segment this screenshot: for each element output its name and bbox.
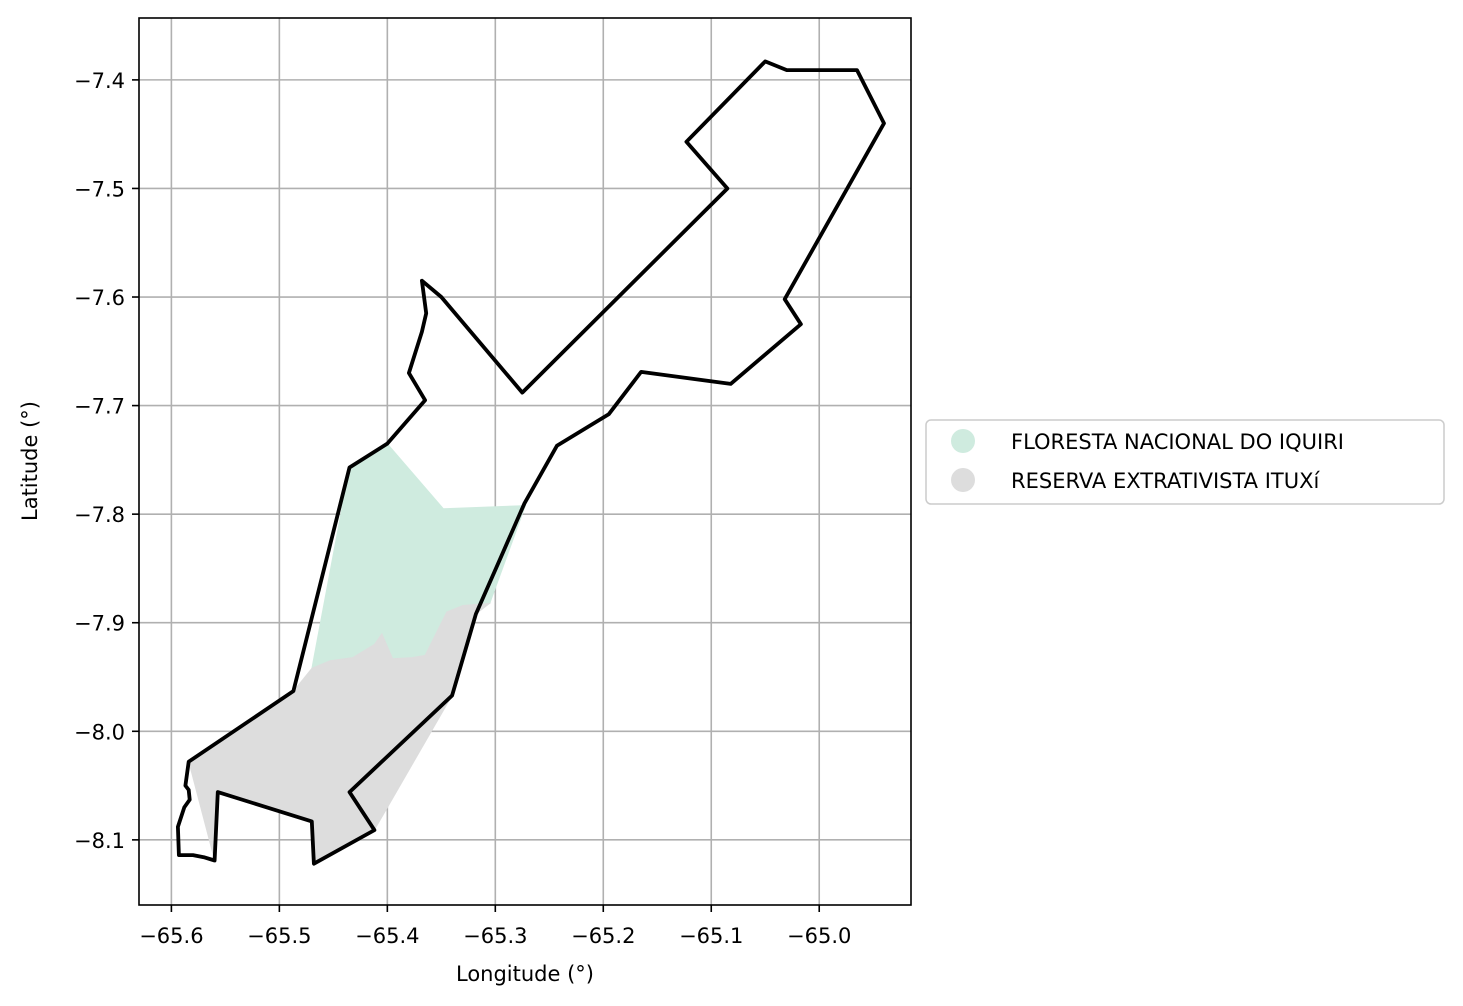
legend-marker-reserva [951, 468, 975, 492]
legend-marker-floresta [951, 429, 975, 453]
y-tick-label-1: −7.5 [74, 177, 125, 201]
region-outline [175, 59, 886, 866]
area-floresta-nacional-do-iquiri [311, 443, 527, 669]
y-tick-label-4: −7.8 [74, 503, 125, 527]
y-tick-label-0: −7.4 [74, 69, 125, 93]
x-tick-label-2: −65.4 [355, 924, 419, 948]
y-tick-label-6: −8.0 [74, 720, 125, 744]
x-tick-label-3: −65.3 [463, 924, 527, 948]
plot-frame [138, 17, 912, 906]
x-tick-label-1: −65.5 [247, 924, 311, 948]
x-tick-label-5: −65.1 [679, 924, 743, 948]
x-tick-label-0: −65.6 [139, 924, 203, 948]
protected-areas [188, 443, 527, 865]
legend: FLORESTA NACIONAL DO IQUIRI RESERVA EXTR… [925, 419, 1445, 505]
legend-label-reserva: RESERVA EXTRATIVISTA ITUXí [1011, 469, 1320, 493]
x-axis-ticks: −65.6 −65.5 −65.4 −65.3 −65.2 −65.1 −65.0 [139, 905, 851, 948]
y-tick-label-7: −8.1 [74, 829, 125, 853]
y-axis-ticks: −7.4 −7.5 −7.6 −7.7 −7.8 −7.9 −8.0 −8.1 [74, 69, 139, 853]
x-tick-label-6: −65.0 [787, 924, 851, 948]
x-tick-label-4: −65.2 [571, 924, 635, 948]
x-axis-label: Longitude (°) [456, 962, 594, 986]
outline-boundary [175, 59, 886, 866]
y-axis-label: Latitude (°) [18, 401, 42, 521]
y-tick-label-5: −7.9 [74, 612, 125, 636]
legend-box [925, 419, 1445, 505]
y-tick-label-2: −7.6 [74, 286, 125, 310]
y-tick-label-3: −7.7 [74, 395, 125, 419]
legend-label-floresta: FLORESTA NACIONAL DO IQUIRI [1011, 430, 1344, 454]
grid-lines [139, 18, 911, 905]
